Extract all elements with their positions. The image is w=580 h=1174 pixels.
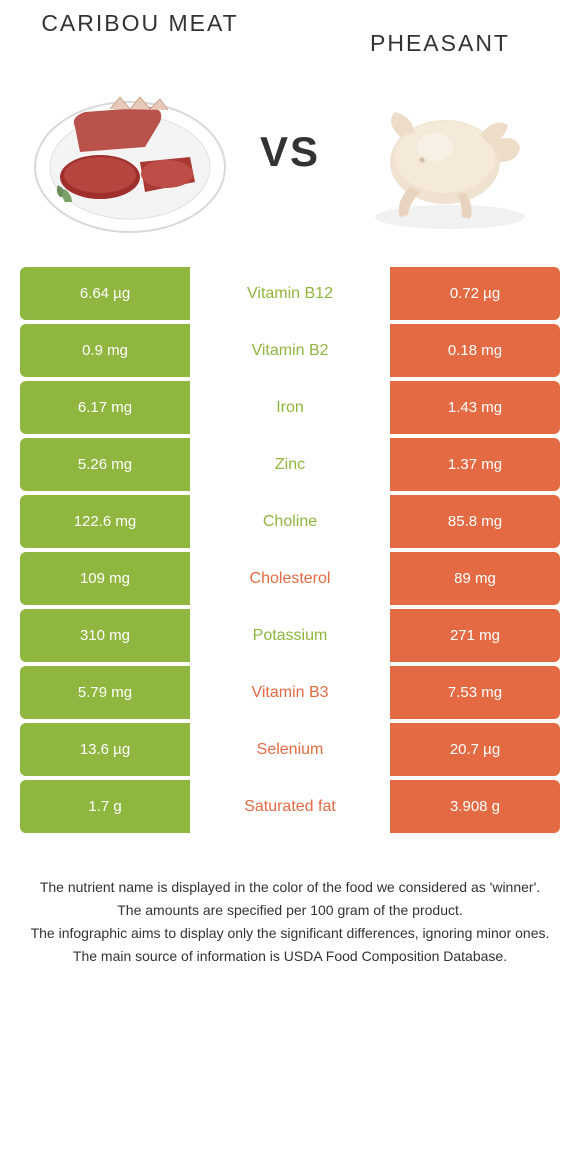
footer-line: The nutrient name is displayed in the co… <box>30 877 550 898</box>
nutrient-label: Zinc <box>190 438 390 491</box>
table-row: 6.17 mgIron1.43 mg <box>20 381 560 434</box>
nutrient-label: Potassium <box>190 609 390 662</box>
value-right: 1.43 mg <box>390 381 560 434</box>
caribou-meat-icon <box>30 67 230 237</box>
nutrient-table: 6.64 µgVitamin B120.72 µg0.9 mgVitamin B… <box>20 267 560 833</box>
food-right-title: PHEASANT <box>340 30 540 57</box>
value-left: 1.7 g <box>20 780 190 833</box>
value-left: 6.64 µg <box>20 267 190 320</box>
nutrient-label: Saturated fat <box>190 780 390 833</box>
footer-line: The amounts are specified per 100 gram o… <box>30 900 550 921</box>
food-left-image <box>30 67 230 237</box>
value-right: 0.18 mg <box>390 324 560 377</box>
value-right: 20.7 µg <box>390 723 560 776</box>
vs-label: VS <box>260 128 320 176</box>
value-left: 6.17 mg <box>20 381 190 434</box>
value-left: 5.79 mg <box>20 666 190 719</box>
table-row: 1.7 gSaturated fat3.908 g <box>20 780 560 833</box>
value-right: 85.8 mg <box>390 495 560 548</box>
value-right: 271 mg <box>390 609 560 662</box>
value-right: 3.908 g <box>390 780 560 833</box>
value-right: 0.72 µg <box>390 267 560 320</box>
food-left-title: CARIBOU MEAT <box>40 10 240 37</box>
value-left: 122.6 mg <box>20 495 190 548</box>
nutrient-label: Cholesterol <box>190 552 390 605</box>
images-row: VS <box>0 57 580 267</box>
nutrient-label: Vitamin B3 <box>190 666 390 719</box>
table-row: 109 mgCholesterol89 mg <box>20 552 560 605</box>
header: CARIBOU MEAT PHEASANT <box>0 0 580 57</box>
table-row: 0.9 mgVitamin B20.18 mg <box>20 324 560 377</box>
nutrient-label: Vitamin B12 <box>190 267 390 320</box>
nutrient-label: Iron <box>190 381 390 434</box>
footer-line: The infographic aims to display only the… <box>30 923 550 944</box>
food-right-image <box>350 67 550 237</box>
table-row: 5.79 mgVitamin B37.53 mg <box>20 666 560 719</box>
value-left: 310 mg <box>20 609 190 662</box>
nutrient-label: Vitamin B2 <box>190 324 390 377</box>
table-row: 5.26 mgZinc1.37 mg <box>20 438 560 491</box>
table-row: 6.64 µgVitamin B120.72 µg <box>20 267 560 320</box>
value-right: 89 mg <box>390 552 560 605</box>
value-left: 13.6 µg <box>20 723 190 776</box>
value-left: 109 mg <box>20 552 190 605</box>
nutrient-label: Choline <box>190 495 390 548</box>
footer-line: The main source of information is USDA F… <box>30 946 550 967</box>
table-row: 310 mgPotassium271 mg <box>20 609 560 662</box>
nutrient-label: Selenium <box>190 723 390 776</box>
value-right: 7.53 mg <box>390 666 560 719</box>
footer: The nutrient name is displayed in the co… <box>0 837 580 967</box>
value-right: 1.37 mg <box>390 438 560 491</box>
table-row: 122.6 mgCholine85.8 mg <box>20 495 560 548</box>
pheasant-icon <box>350 67 550 237</box>
value-left: 5.26 mg <box>20 438 190 491</box>
value-left: 0.9 mg <box>20 324 190 377</box>
table-row: 13.6 µgSelenium20.7 µg <box>20 723 560 776</box>
